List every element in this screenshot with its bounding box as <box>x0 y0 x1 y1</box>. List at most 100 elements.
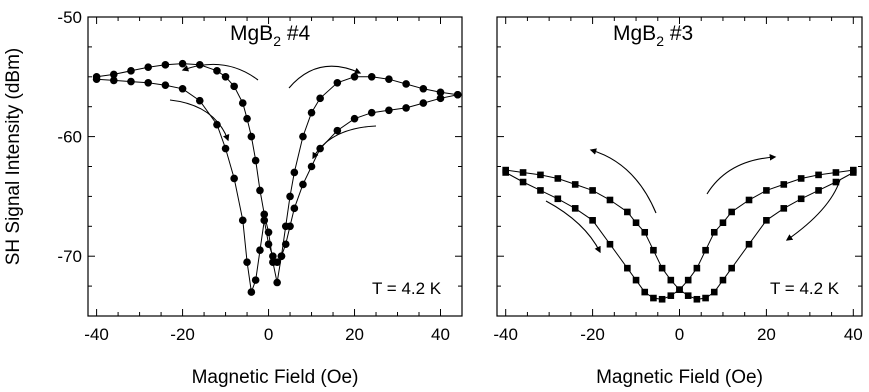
data-point <box>367 73 376 81</box>
data-point <box>281 240 290 249</box>
data-point <box>763 187 770 194</box>
data-point <box>606 240 614 248</box>
data-point <box>763 217 770 224</box>
y-tick-label: -50 <box>57 8 82 27</box>
data-point <box>286 192 294 201</box>
y-tick-label: -60 <box>57 128 82 147</box>
data-point <box>641 288 649 296</box>
data-point <box>745 196 753 204</box>
series-1 <box>92 59 462 287</box>
data-point <box>260 216 269 225</box>
sweep-direction-arrow <box>312 125 377 160</box>
data-point <box>419 84 428 93</box>
data-point <box>453 90 462 99</box>
x-axis-title: Magnetic Field (Oe) <box>596 367 763 388</box>
data-point <box>667 276 675 284</box>
x-tick-label: 0 <box>264 325 273 344</box>
chart-title: MgB2 #4 <box>230 22 310 49</box>
data-point <box>571 205 579 212</box>
x-tick-label: -20 <box>170 325 195 344</box>
data-point <box>385 106 393 115</box>
x-tick-label: 40 <box>844 325 863 344</box>
data-point <box>693 264 701 272</box>
data-point <box>221 73 230 81</box>
data-point <box>290 168 299 177</box>
data-point <box>710 288 718 296</box>
data-point <box>710 228 718 236</box>
data-point <box>537 171 544 179</box>
data-point <box>273 258 281 266</box>
chart-title: MgB2 #3 <box>613 22 693 49</box>
data-point <box>419 99 428 107</box>
data-point <box>606 196 614 204</box>
data-point <box>316 94 324 103</box>
data-point <box>230 82 238 91</box>
data-point <box>728 264 735 272</box>
data-point <box>256 186 264 195</box>
data-point <box>589 187 596 194</box>
data-point <box>161 81 170 89</box>
data-point <box>144 78 152 87</box>
data-point <box>815 171 822 179</box>
data-point <box>195 96 204 105</box>
sweep-direction-arrow <box>706 154 777 195</box>
chart-panel-mgb2-4: -40 -20 0 20 40 -50 -60 -70 Magnetic Field (Oe) S… <box>3 8 463 388</box>
data-point <box>850 166 857 174</box>
data-point <box>519 169 527 176</box>
series-line <box>96 78 458 293</box>
data-point <box>519 178 527 186</box>
data-point <box>247 288 256 296</box>
data-point <box>213 67 221 75</box>
sweep-direction-arrow <box>169 99 230 142</box>
data-point <box>144 63 152 72</box>
data-point <box>195 61 204 69</box>
data-point <box>728 208 735 216</box>
data-point <box>109 76 118 85</box>
series-line <box>96 63 458 283</box>
data-point <box>832 178 840 186</box>
data-point <box>178 59 187 68</box>
data-point <box>251 156 260 165</box>
data-point <box>238 99 247 107</box>
data-point <box>230 174 238 183</box>
data-point <box>589 217 596 224</box>
data-point <box>299 180 307 189</box>
data-point <box>247 132 256 141</box>
data-point <box>92 75 101 83</box>
data-point <box>277 252 286 260</box>
data-point <box>658 264 666 272</box>
data-point <box>290 204 299 213</box>
data-point <box>693 295 701 303</box>
data-point <box>650 294 657 302</box>
data-point <box>221 144 230 153</box>
data-point <box>367 108 376 117</box>
x-tick-label: 20 <box>757 325 776 344</box>
data-point <box>667 292 675 299</box>
y-tick-label: -70 <box>57 247 82 266</box>
data-point <box>256 246 264 255</box>
data-point <box>307 162 316 171</box>
data-point <box>719 276 727 284</box>
data-point <box>251 276 260 284</box>
sweep-direction-arrow <box>288 65 362 89</box>
data-point <box>264 240 273 249</box>
data-point <box>537 187 544 194</box>
data-point <box>333 78 342 87</box>
x-tick-label: -40 <box>84 325 109 344</box>
data-point <box>780 205 788 212</box>
series-2 <box>502 166 857 303</box>
data-point <box>502 169 509 176</box>
data-point <box>350 114 359 123</box>
y-axis-title: SH Signal Intensity (dBm) <box>3 48 24 266</box>
sweep-direction-arrow <box>589 148 657 214</box>
chart-panel-mgb2-3: -40 -20 0 20 40 Magnetic Field (Oe) MgB2 #3 T =… <box>493 16 863 388</box>
data-point <box>243 258 251 266</box>
x-tick-label: 20 <box>345 325 364 344</box>
data-point <box>832 169 840 176</box>
data-point <box>402 80 410 88</box>
data-point <box>273 278 281 287</box>
sweep-direction-arrow <box>545 200 601 254</box>
data-point <box>571 181 579 188</box>
data-point <box>797 195 805 203</box>
